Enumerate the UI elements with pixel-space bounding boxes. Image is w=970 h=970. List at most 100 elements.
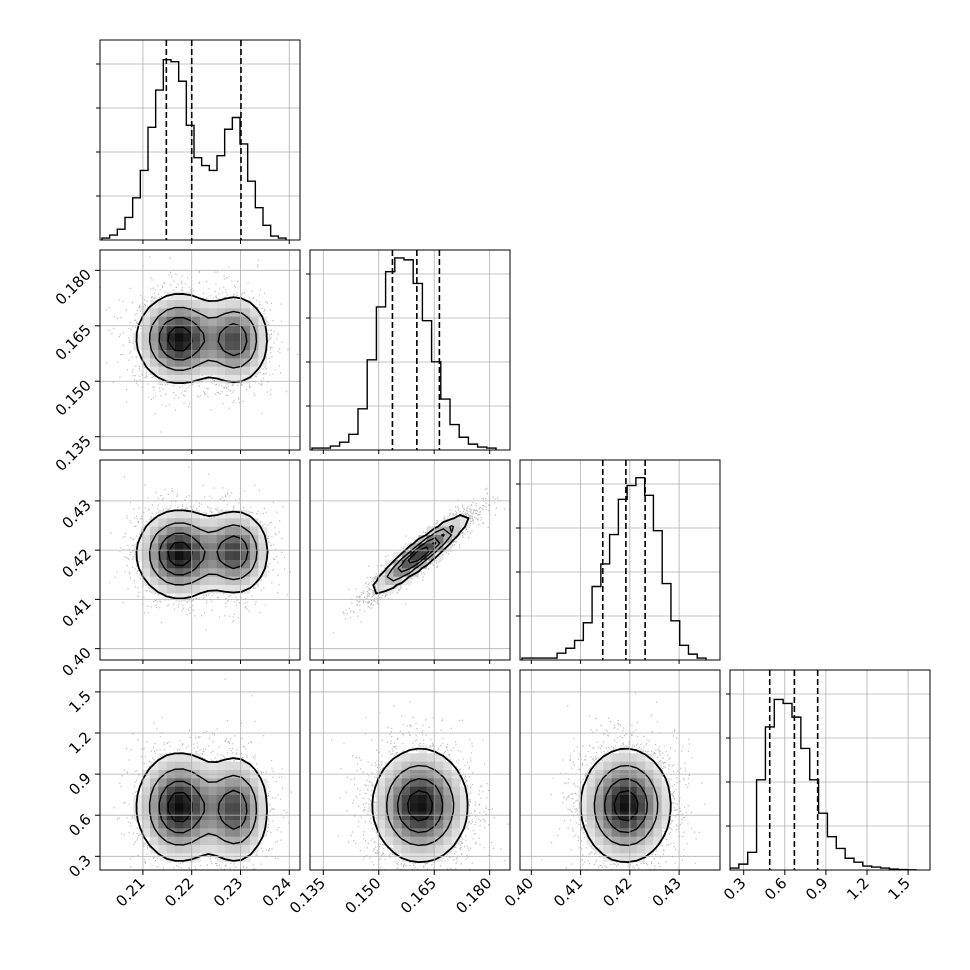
- density-cell: [158, 786, 167, 796]
- density-cell: [191, 510, 201, 519]
- contour-3-2-2: [603, 778, 648, 834]
- density-cell: [376, 786, 386, 796]
- density-cell: [435, 811, 444, 821]
- xtick-label-0-2: 0.23: [210, 874, 246, 910]
- density-cell: [410, 560, 419, 569]
- density-cell: [611, 786, 621, 796]
- density-cell: [410, 795, 419, 804]
- density-cell: [133, 551, 142, 561]
- density-cell: [175, 803, 184, 812]
- density-cell: [183, 291, 192, 301]
- density-cell: [410, 820, 419, 829]
- density-cell: [460, 811, 469, 821]
- density-cell: [241, 526, 251, 536]
- density-cell: [418, 786, 427, 796]
- density-cell: [208, 820, 217, 829]
- density-cell: [166, 325, 176, 334]
- density-cell: [150, 778, 159, 787]
- density-cell: [183, 333, 192, 342]
- density-cell: [158, 836, 167, 846]
- density-cell: [250, 350, 259, 359]
- contour-2-0-0: [135, 509, 269, 600]
- density-cell: [191, 585, 201, 594]
- density-cell: [401, 811, 411, 821]
- density-cell: [443, 811, 452, 821]
- density-cell: [166, 333, 176, 342]
- density-cell: [166, 845, 176, 854]
- density-cell: [636, 811, 646, 821]
- density-cell: [208, 341, 217, 351]
- xtick-label-2-2: 0.42: [599, 874, 635, 910]
- density-cell: [628, 828, 637, 837]
- density-cell: [443, 836, 452, 846]
- density-cell: [410, 551, 419, 561]
- density-cell: [150, 518, 159, 527]
- density-cell: [393, 560, 402, 569]
- density-cell: [141, 325, 151, 334]
- density-cell: [208, 325, 217, 334]
- density-cell: [385, 778, 394, 787]
- density-cell: [410, 786, 419, 796]
- density-cell: [451, 828, 461, 837]
- density-cell: [141, 795, 151, 804]
- density-cell: [150, 366, 159, 376]
- density-cell: [200, 308, 209, 317]
- density-cell: [443, 761, 452, 771]
- density-cell: [175, 526, 184, 536]
- density-cell: [225, 576, 234, 586]
- density-cell: [175, 551, 184, 561]
- density-cell: [241, 325, 251, 334]
- density-cell: [175, 341, 184, 351]
- contour-1-0-2: [158, 316, 248, 361]
- density-cell: [258, 551, 267, 561]
- density-cell: [636, 803, 646, 812]
- density-cell: [233, 820, 242, 829]
- density-cell: [435, 753, 444, 762]
- histogram-3: [730, 698, 917, 870]
- density-cell: [595, 786, 604, 796]
- density-cell: [451, 820, 461, 829]
- density-cell: [241, 308, 251, 317]
- density-cell: [141, 811, 151, 821]
- density-cell: [200, 300, 209, 309]
- panel-frame-3-3: [729, 669, 931, 871]
- density-cell: [183, 375, 192, 384]
- density-cell: [183, 518, 192, 527]
- density-cell: [141, 535, 151, 544]
- xtick-label-3-4: 1.5: [884, 874, 914, 904]
- density-cell: [150, 568, 159, 577]
- panel-2d-1-0: [100, 256, 298, 433]
- density-cell: [183, 366, 192, 376]
- density-cell: [141, 568, 151, 577]
- density-cell: [628, 853, 637, 862]
- density-cell: [410, 568, 419, 577]
- density-cell: [233, 560, 242, 569]
- density-cell: [225, 853, 234, 862]
- density-cell: [620, 795, 629, 804]
- density-cell: [183, 316, 192, 326]
- density-cell: [166, 551, 176, 561]
- density-cell: [158, 845, 167, 854]
- density-cell: [258, 820, 267, 829]
- density-cell: [225, 836, 234, 846]
- xtick-label-2-0: 0.40: [501, 874, 537, 910]
- density-cell: [258, 350, 267, 359]
- density-cell: [418, 853, 427, 862]
- density-cell: [191, 568, 201, 577]
- density-cell: [158, 358, 167, 367]
- density-cell: [603, 786, 612, 796]
- density-cell: [435, 795, 444, 804]
- density-cell: [636, 828, 646, 837]
- density-cell: [225, 551, 234, 561]
- density-cell: [216, 350, 226, 359]
- ytick-label-1-0: 0.135: [52, 432, 95, 475]
- density-cell: [418, 560, 427, 569]
- density-cell: [603, 761, 612, 771]
- density-cell: [158, 518, 167, 527]
- density-cell: [150, 795, 159, 804]
- density-cell: [401, 778, 411, 787]
- density-cell: [208, 350, 217, 359]
- density-cell: [208, 836, 217, 846]
- density-cell: [595, 803, 604, 812]
- density-cell: [191, 535, 201, 544]
